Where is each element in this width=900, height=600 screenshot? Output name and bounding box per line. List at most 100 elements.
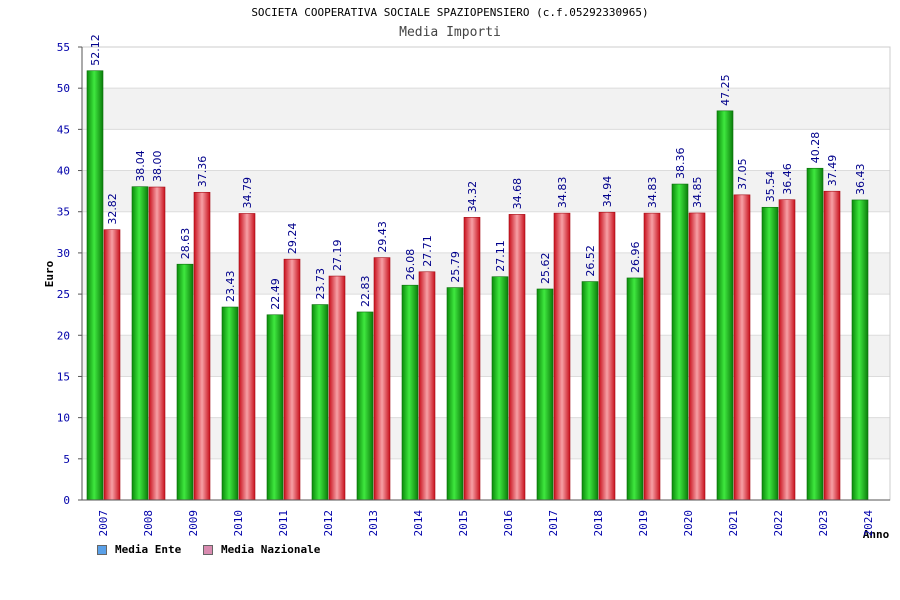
bar-media-nazionale-2011	[283, 258, 301, 501]
grid-band	[82, 88, 890, 130]
y-tick-label: 55	[57, 41, 70, 54]
grid-band	[82, 129, 890, 171]
grid-band	[82, 294, 890, 336]
bar-media-nazionale-2015	[463, 217, 481, 501]
x-tick-label-2013: 2013	[367, 510, 380, 537]
data-label-media-nazionale-2018: 34.94	[601, 176, 614, 208]
data-label-media-nazionale-2016: 34.68	[511, 178, 524, 210]
x-tick-label-2016: 2016	[502, 510, 515, 537]
bar-media-nazionale-2014	[418, 271, 436, 501]
y-tick-label: 30	[57, 247, 70, 260]
x-tick-label-2017: 2017	[547, 510, 560, 537]
x-tick-label-2019: 2019	[637, 510, 650, 537]
data-label-media-nazionale-2010: 34.79	[241, 177, 254, 209]
bar-media-nazionale-2019	[643, 212, 661, 501]
data-label-media-ente-2023: 40.28	[809, 132, 822, 164]
data-label-media-ente-2021: 47.25	[719, 74, 732, 106]
y-tick-label: 15	[57, 370, 70, 383]
legend-item-media-nazionale: Media Nazionale	[203, 543, 320, 556]
y-axis-title: Euro	[43, 260, 56, 287]
grid-band	[82, 170, 890, 212]
data-label-media-ente-2022: 35.54	[764, 171, 777, 203]
y-tick-label: 0	[63, 494, 70, 507]
bar-media-ente-2019	[626, 277, 644, 501]
bar-media-nazionale-2023	[823, 190, 841, 501]
bar-media-nazionale-2018	[598, 211, 616, 501]
data-label-media-ente-2020: 38.36	[674, 148, 687, 180]
grid-band	[82, 211, 890, 253]
x-tick-label-2018: 2018	[592, 510, 605, 537]
grid-band	[82, 458, 890, 500]
grid-band	[82, 252, 890, 295]
y-tick-label: 45	[57, 123, 70, 136]
data-label-media-ente-2010: 23.43	[224, 271, 237, 303]
bar-media-ente-2015	[446, 287, 464, 501]
data-label-media-ente-2008: 38.04	[134, 150, 147, 182]
data-label-media-ente-2012: 23.73	[314, 268, 327, 300]
x-tick-label-2021: 2021	[727, 510, 740, 537]
data-label-media-nazionale-2022: 36.46	[781, 163, 794, 195]
y-tick-label: 25	[57, 288, 70, 301]
y-tick-label: 5	[63, 453, 70, 466]
bar-media-ente-2017	[536, 288, 554, 501]
data-label-media-nazionale-2009: 37.36	[196, 156, 209, 188]
x-tick-label-2023: 2023	[817, 510, 830, 537]
bar-media-ente-2018	[581, 281, 599, 501]
bar-media-nazionale-2009	[193, 191, 211, 501]
bar-media-ente-2012	[311, 304, 329, 501]
data-label-media-ente-2019: 26.96	[629, 241, 642, 273]
bar-media-ente-2011	[266, 314, 284, 501]
data-label-media-nazionale-2011: 29.24	[286, 223, 299, 255]
legend-swatch-media-nazionale	[203, 544, 213, 555]
data-label-media-nazionale-2007: 32.82	[106, 193, 119, 225]
x-tick-label-2022: 2022	[772, 510, 785, 537]
data-label-media-nazionale-2021: 37.05	[736, 158, 749, 190]
bar-media-nazionale-2021	[733, 194, 751, 501]
bar-media-nazionale-2013	[373, 257, 391, 501]
grid-band	[82, 335, 890, 377]
data-label-media-nazionale-2019: 34.83	[646, 177, 659, 209]
data-label-media-ente-2007: 52.12	[89, 34, 102, 66]
bar-media-nazionale-2008	[148, 186, 166, 501]
data-label-media-nazionale-2015: 34.32	[466, 181, 479, 213]
y-tick-label: 50	[57, 82, 70, 95]
data-label-media-nazionale-2008: 38.00	[151, 151, 164, 183]
x-tick-label-2011: 2011	[277, 510, 290, 537]
bar-media-nazionale-2017	[553, 212, 571, 501]
data-label-media-nazionale-2013: 29.43	[376, 221, 389, 253]
data-label-media-ente-2024: 36.43	[854, 163, 867, 195]
data-label-media-ente-2016: 27.11	[494, 240, 507, 272]
data-label-media-ente-2018: 26.52	[584, 245, 597, 277]
x-tick-label-2024: 2024	[862, 510, 875, 537]
bar-media-nazionale-2012	[328, 275, 346, 501]
data-label-media-nazionale-2014: 27.71	[421, 235, 434, 267]
y-tick-label: 20	[57, 329, 70, 342]
data-label-media-nazionale-2023: 37.49	[826, 155, 839, 187]
grid-band	[82, 47, 890, 89]
bar-media-ente-2014	[401, 284, 419, 501]
bar-media-ente-2009	[176, 263, 194, 501]
bar-media-ente-2024	[851, 199, 869, 501]
data-label-media-ente-2013: 22.83	[359, 275, 372, 307]
data-label-media-ente-2014: 26.08	[404, 249, 417, 281]
x-tick-label-2015: 2015	[457, 510, 470, 537]
y-tick-label: 10	[57, 412, 70, 425]
bar-media-nazionale-2007	[103, 229, 121, 501]
data-label-media-nazionale-2012: 27.19	[331, 240, 344, 272]
bar-media-nazionale-2016	[508, 214, 526, 501]
bar-media-ente-2007	[86, 70, 104, 501]
grid-band	[82, 376, 890, 418]
legend-label-media-ente: Media Ente	[115, 543, 182, 556]
x-tick-label-2010: 2010	[232, 510, 245, 537]
y-tick-label: 40	[57, 165, 70, 178]
legend-item-media-ente: Media Ente	[97, 543, 181, 556]
data-label-media-ente-2017: 25.62	[539, 252, 552, 284]
bar-media-ente-2008	[131, 186, 149, 501]
data-label-media-ente-2011: 22.49	[269, 278, 282, 310]
data-label-media-ente-2015: 25.79	[449, 251, 462, 283]
bar-media-ente-2023	[806, 167, 824, 501]
data-label-media-nazionale-2020: 34.85	[691, 176, 704, 208]
data-label-media-nazionale-2017: 34.83	[556, 177, 569, 209]
bar-media-ente-2022	[761, 206, 779, 501]
